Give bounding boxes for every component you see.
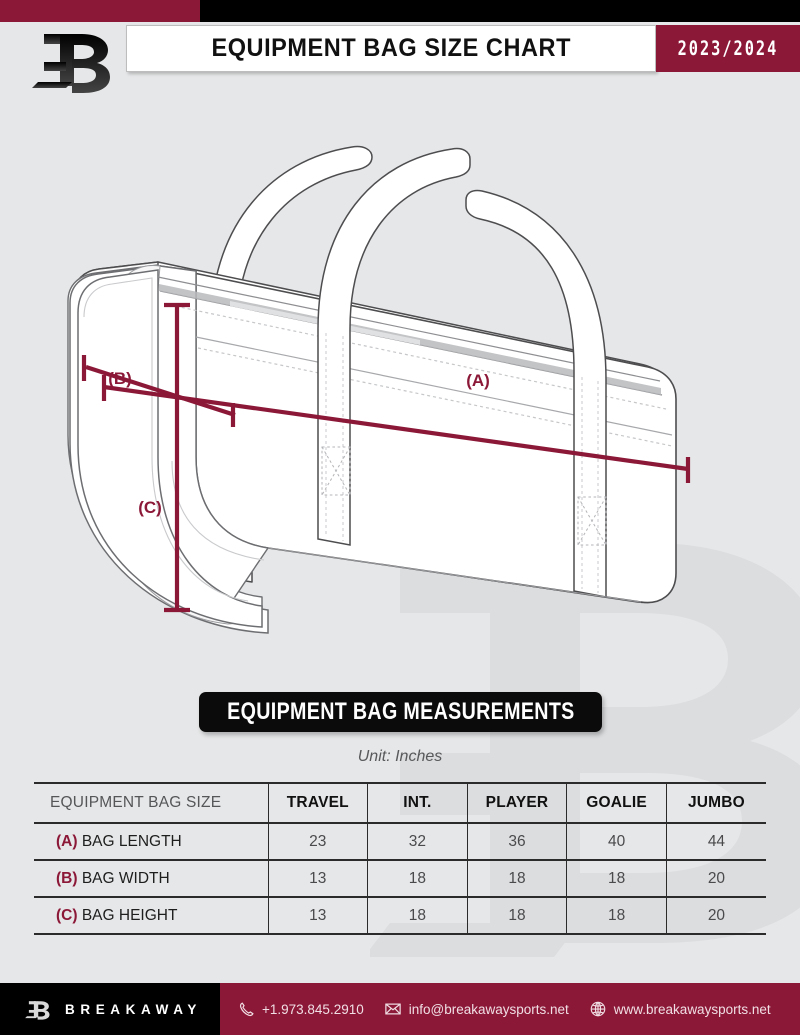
table-header-cell-travel: TRAVEL <box>267 783 368 823</box>
cell-length-int: 32 <box>367 823 468 860</box>
marker-label-c: (C) <box>138 498 162 517</box>
season-year-label: 2023/2024 <box>677 37 779 60</box>
header-b-logo-icon <box>32 34 110 93</box>
dimension-line-a <box>101 375 691 483</box>
row-text-b: BAG WIDTH <box>81 869 170 887</box>
page-title: EQUIPMENT BAG SIZE CHART <box>211 34 571 62</box>
cell-height-goalie: 18 <box>566 897 667 934</box>
footer-brand-block: BREAKAWAY <box>0 983 220 1035</box>
footer-contact-phone[interactable]: +1.973.845.2910 <box>238 1001 364 1018</box>
footer-brand-name: BREAKAWAY <box>65 1001 202 1017</box>
row-label-bag-length: (A) BAG LENGTH <box>34 823 268 860</box>
footer-b-logo-icon <box>25 1001 50 1020</box>
table-header-cell-int: INT. <box>367 783 468 823</box>
cell-length-travel: 23 <box>267 823 368 860</box>
row-text-c: BAG HEIGHT <box>81 906 178 924</box>
dimension-line-b <box>81 355 236 427</box>
table-row: (C) BAG HEIGHT 13 18 18 18 20 <box>34 897 766 934</box>
dimension-line-c <box>164 302 190 613</box>
cell-height-player: 18 <box>466 897 567 934</box>
footer-contact-block: +1.973.845.2910 info@breakawaysports.net <box>220 983 800 1035</box>
table-header-cell-0: EQUIPMENT BAG SIZE <box>50 794 222 811</box>
cell-length-goalie: 40 <box>566 823 667 860</box>
row-text-a: BAG LENGTH <box>81 832 182 850</box>
equipment-bag-illustration: (A) (B) (C) <box>67 145 691 634</box>
cell-length-player: 36 <box>466 823 567 860</box>
measurements-banner: EQUIPMENT BAG MEASUREMENTS <box>199 692 602 732</box>
header-maroon-accent <box>0 0 200 22</box>
unit-note: Unit: Inches <box>357 748 443 765</box>
footer: BREAKAWAY +1.973.845.2910 <box>0 983 800 1035</box>
table-row: (B) BAG WIDTH 13 18 18 18 20 <box>34 860 766 897</box>
footer-phone-text: +1.973.845.2910 <box>262 1001 364 1017</box>
marker-label-a: (A) <box>466 371 490 390</box>
row-tag-c: (C) <box>56 906 78 924</box>
measurements-banner-label: EQUIPMENT BAG MEASUREMENTS <box>226 698 575 725</box>
cell-width-jumbo: 20 <box>665 860 766 897</box>
phone-icon <box>238 1001 255 1018</box>
header-black-bar <box>0 0 800 22</box>
page-title-box: EQUIPMENT BAG SIZE CHART <box>126 25 656 72</box>
table-header-cell-goalie: GOALIE <box>566 783 667 823</box>
table-row: (A) BAG LENGTH 23 32 36 40 44 <box>34 823 766 860</box>
cell-height-int: 18 <box>367 897 468 934</box>
cell-width-player: 18 <box>466 860 567 897</box>
measurements-table-wrapper: EQUIPMENT BAG SIZE TRAVEL INT. PLAYER GO… <box>34 782 766 935</box>
cell-width-travel: 13 <box>267 860 368 897</box>
cell-height-travel: 13 <box>267 897 368 934</box>
row-label-bag-height: (C) BAG HEIGHT <box>34 897 268 934</box>
envelope-icon <box>384 1000 402 1018</box>
measurements-table: EQUIPMENT BAG SIZE TRAVEL INT. PLAYER GO… <box>34 782 766 935</box>
cell-length-jumbo: 44 <box>665 823 766 860</box>
cell-height-jumbo: 20 <box>665 897 766 934</box>
footer-email-text: info@breakawaysports.net <box>408 1001 569 1017</box>
footer-website-text: www.breakawaysports.net <box>613 1001 771 1017</box>
footer-contact-email[interactable]: info@breakawaysports.net <box>384 1000 569 1018</box>
cell-width-int: 18 <box>367 860 468 897</box>
globe-icon <box>589 1000 607 1018</box>
row-label-bag-width: (B) BAG WIDTH <box>34 860 268 897</box>
row-tag-a: (A) <box>56 832 78 850</box>
table-header-cell-jumbo: JUMBO <box>665 783 766 823</box>
row-tag-b: (B) <box>56 869 78 887</box>
footer-contact-website[interactable]: www.breakawaysports.net <box>589 1000 771 1018</box>
cell-width-goalie: 18 <box>566 860 667 897</box>
season-year-badge: 2023/2024 <box>656 25 800 72</box>
table-header-cell-player: PLAYER <box>466 783 567 823</box>
table-header-row: EQUIPMENT BAG SIZE TRAVEL INT. PLAYER GO… <box>34 783 766 823</box>
marker-label-b: (B) <box>108 369 132 388</box>
